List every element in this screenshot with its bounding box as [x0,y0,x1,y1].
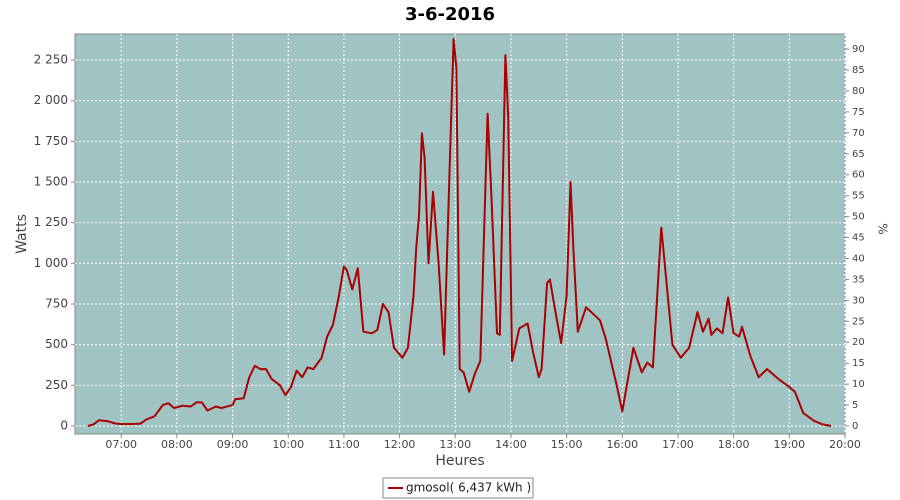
x-tick-label: 13:00 [439,438,471,451]
y-tick-label: 1 250 [34,215,68,229]
y-tick-label: 0 [60,418,68,432]
y2-tick-label: 20 [852,337,865,348]
y-tick-label: 750 [45,297,68,311]
x-tick-label: 16:00 [606,438,638,451]
chart-title: 3-6-2016 [405,4,495,25]
x-tick-label: 08:00 [161,438,193,451]
x-tick-label: 12:00 [384,438,416,451]
y-axis-label: Watts [14,214,30,254]
y2-tick-label: 25 [852,316,865,327]
y2-tick-label: 10 [852,379,865,390]
x-tick-label: 15:00 [551,438,583,451]
y2-tick-label: 40 [852,253,865,264]
x-tick-label: 20:00 [829,438,861,451]
y2-tick-label: 85 [852,65,865,76]
y2-tick-label: 5 [852,400,858,411]
x-tick-label: 09:00 [217,438,249,451]
y-tick-label: 2 000 [34,93,68,107]
y2-tick-label: 30 [852,295,865,306]
y2-tick-label: 75 [852,107,865,118]
legend-label: gmosol( 6,437 kWh ) [406,481,531,495]
y-tick-label: 2 250 [34,53,68,67]
x-tick-label: 18:00 [718,438,750,451]
legend-box [382,477,534,499]
plot-area [74,33,846,435]
x-tick-label: 10:00 [272,438,304,451]
y-tick-label: 1 000 [34,256,68,270]
line-series [87,37,832,427]
y2-tick-label: 90 [852,44,865,55]
x-tick-label: 17:00 [662,438,694,451]
y2-tick-label: 50 [852,212,865,223]
y2-tick-label: 60 [852,170,865,181]
y2-tick-label: 15 [852,358,865,369]
x-tick-label: 11:00 [328,438,360,451]
y2-tick-label: 65 [852,149,865,160]
y2-axis-label: % [876,223,890,234]
y2-tick-label: 55 [852,191,865,202]
y2-tick-label: 45 [852,233,865,244]
legend: gmosol( 6,437 kWh ) [382,477,534,499]
y2-tick-label: 0 [852,421,858,432]
y-tick-label: 1 500 [34,175,68,189]
x-tick-label: 14:00 [495,438,527,451]
x-axis-label: Heures [435,453,484,469]
x-tick-label: 19:00 [773,438,805,451]
y2-tick-label: 70 [852,128,865,139]
x-tick-label: 07:00 [105,438,137,451]
y-tick-label: 250 [45,378,68,392]
y-tick-label: 500 [45,337,68,351]
y-tick-label: 1 750 [34,134,68,148]
y2-tick-label: 80 [852,86,865,97]
y2-tick-label: 35 [852,274,865,285]
